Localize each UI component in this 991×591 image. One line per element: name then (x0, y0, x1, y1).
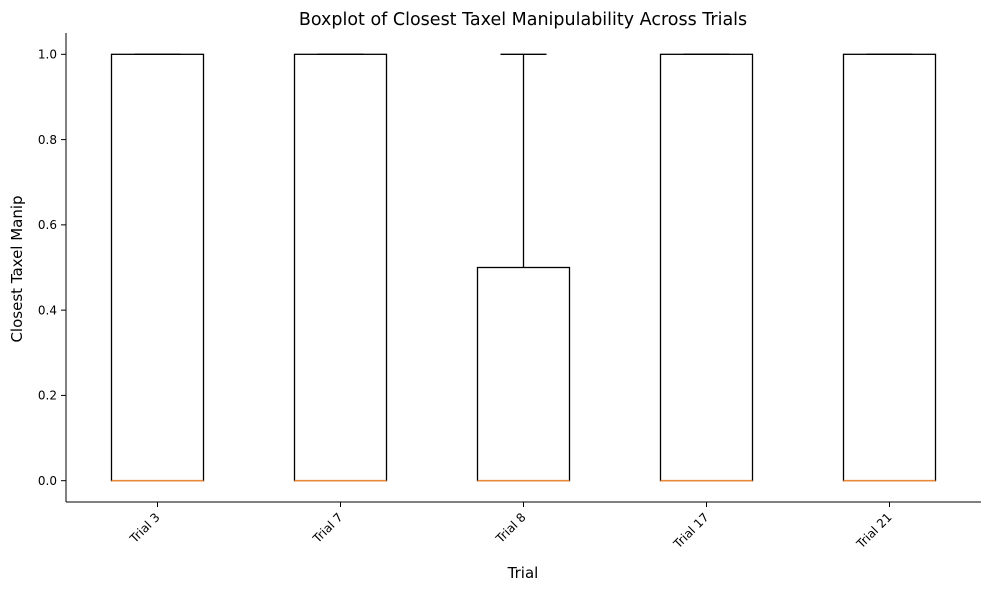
x-tick-label: Trial 3 (127, 510, 163, 546)
y-tick-label: 1.0 (38, 48, 57, 62)
y-tick-label: 0.8 (38, 133, 57, 147)
x-ticks: Trial 3 Trial 7 Trial 8 Trial 17 Trial 21 (127, 502, 895, 552)
box-4 (659, 53, 754, 482)
chart-title: Boxplot of Closest Taxel Manipulability … (299, 10, 747, 30)
y-tick-label: 0.6 (38, 218, 57, 232)
box-3 (476, 53, 571, 482)
x-tick-label: Trial 21 (853, 510, 894, 551)
x-tick-label: Trial 17 (670, 510, 711, 551)
x-axis-title: Trial (507, 564, 539, 582)
y-tick-label: 0.2 (38, 389, 57, 403)
box-iqr (842, 53, 937, 482)
boxes-group (110, 53, 937, 482)
x-tick-label: Trial 7 (310, 510, 346, 546)
box-5 (842, 53, 937, 482)
box-iqr (659, 53, 754, 482)
box-iqr (110, 53, 205, 482)
y-axis-title: Closest Taxel Manip (8, 195, 26, 342)
box-1 (110, 53, 205, 482)
x-tick-label: Trial 8 (493, 510, 529, 546)
box-iqr (293, 53, 388, 482)
box-iqr (476, 266, 571, 482)
y-tick-label: 0.4 (38, 303, 57, 317)
y-tick-label: 0.0 (38, 474, 57, 488)
y-ticks: 0.0 0.2 0.4 0.6 0.8 1.0 (38, 48, 66, 488)
box-2 (293, 53, 388, 482)
